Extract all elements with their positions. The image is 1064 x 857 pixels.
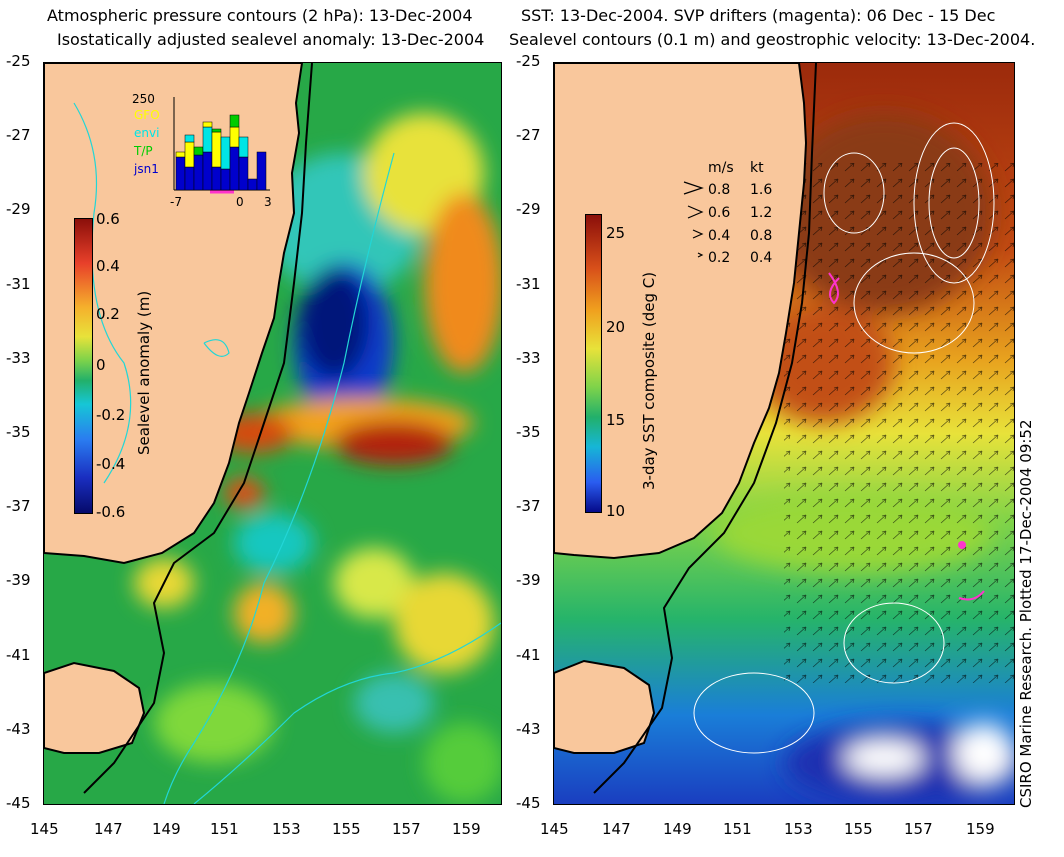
sealevel-colorbar-label: Sealevel anomaly (m) (135, 290, 153, 455)
lon-tick: 145 (540, 820, 569, 838)
sst-tick: 15 (606, 411, 626, 429)
speed-header-ms: m/s (708, 160, 734, 176)
lon-tick: 153 (272, 820, 301, 838)
sealevel-field (44, 63, 501, 804)
inset-x-tick: 3 (264, 195, 272, 209)
lat-tick: -45 (6, 794, 31, 812)
lon-tick: 155 (844, 820, 873, 838)
speed-arrows (683, 181, 704, 258)
left-title-line1: Atmospheric pressure contours (2 hPa): 1… (47, 6, 473, 25)
speed-row-ms: 0.4 (708, 228, 731, 244)
lat-tick: -29 (516, 200, 541, 218)
lat-tick: -45 (516, 794, 541, 812)
sealevel-tick: -0.4 (96, 455, 126, 473)
speed-row-kt: 1.2 (750, 205, 773, 221)
lat-tick: -39 (6, 571, 31, 589)
speed-row-ms: 0.8 (708, 182, 731, 198)
lat-tick: -41 (516, 646, 541, 664)
right-title-line2: Sealevel contours (0.1 m) and geostrophi… (509, 30, 1036, 49)
sealevel-tick: -0.6 (96, 503, 126, 521)
lon-tick: 151 (210, 820, 239, 838)
inset-y-tick: 250 (132, 92, 155, 106)
lat-tick: -27 (6, 126, 31, 144)
sealevel-tick: -0.2 (96, 406, 126, 424)
lon-tick: 157 (904, 820, 933, 838)
lon-tick: 147 (94, 820, 123, 838)
lon-tick: 157 (392, 820, 421, 838)
left-title-line2: Isostatically adjusted sealevel anomaly:… (57, 30, 485, 49)
speed-row-kt: 1.6 (750, 182, 773, 198)
lat-tick: -25 (516, 52, 541, 70)
speed-row-ms: 0.2 (708, 250, 731, 266)
inset-legend-tp: T/P (134, 144, 153, 158)
lat-tick: -33 (516, 349, 541, 367)
lat-tick: -27 (516, 126, 541, 144)
inset-legend-envi: envi (134, 126, 160, 140)
sealevel-tick: 0.2 (96, 305, 120, 323)
sealevel-colorbar (74, 218, 93, 514)
speed-row-kt: 0.8 (750, 228, 773, 244)
speed-row-kt: 0.4 (750, 250, 773, 266)
lat-tick: -37 (6, 497, 31, 515)
lat-tick: -25 (6, 52, 31, 70)
sealevel-tick: 0.6 (96, 210, 120, 228)
speed-legend: m/s kt 0.8 1.6 0.6 1.2 0.4 0.8 0.2 0.4 (680, 160, 790, 270)
lon-tick: 151 (723, 820, 752, 838)
lat-tick: -41 (6, 646, 31, 664)
lat-tick: -35 (6, 423, 31, 441)
lon-tick: 153 (784, 820, 813, 838)
lat-tick: -43 (6, 720, 31, 738)
inset-x-tick: -7 (170, 195, 182, 209)
speed-header-kt: kt (750, 160, 764, 176)
lat-tick: -35 (516, 423, 541, 441)
lat-tick: -39 (516, 571, 541, 589)
inset-x-tick: 0 (236, 195, 244, 209)
sst-tick: 25 (606, 224, 626, 242)
lon-tick: 149 (152, 820, 181, 838)
lon-tick: 155 (332, 820, 361, 838)
lon-tick: 149 (663, 820, 692, 838)
sst-field (554, 63, 1014, 804)
lat-tick: -33 (6, 349, 31, 367)
sst-colorbar (585, 214, 602, 513)
credit-line: CSIRO Marine Research. Plotted 17-Dec-20… (1017, 419, 1035, 808)
lon-tick: 159 (452, 820, 481, 838)
sst-tick: 10 (606, 502, 626, 520)
lon-tick: 159 (966, 820, 995, 838)
lon-tick: 145 (30, 820, 59, 838)
speed-row-ms: 0.6 (708, 205, 731, 221)
sealevel-tick: 0 (96, 356, 106, 374)
inset-legend-gfo: GFO (134, 108, 160, 122)
sst-colorbar-label: 3-day SST composite (deg C) (640, 271, 658, 490)
right-title-line1: SST: 13-Dec-2004. SVP drifters (magenta)… (521, 6, 996, 25)
lat-tick: -37 (516, 497, 541, 515)
lat-tick: -31 (516, 275, 541, 293)
satellite-inset: 250 GFO envi T/P jsn1 -7 0 3 (122, 92, 272, 214)
inset-histogram (173, 97, 270, 194)
sealevel-tick: 0.4 (96, 257, 120, 275)
lat-tick: -31 (6, 275, 31, 293)
inset-legend-jsn1: jsn1 (134, 162, 159, 176)
sst-map (553, 62, 1015, 805)
lat-tick: -43 (516, 720, 541, 738)
lat-tick: -29 (6, 200, 31, 218)
sealevel-anomaly-map (43, 62, 502, 805)
sst-tick: 20 (606, 318, 626, 336)
lon-tick: 147 (602, 820, 631, 838)
